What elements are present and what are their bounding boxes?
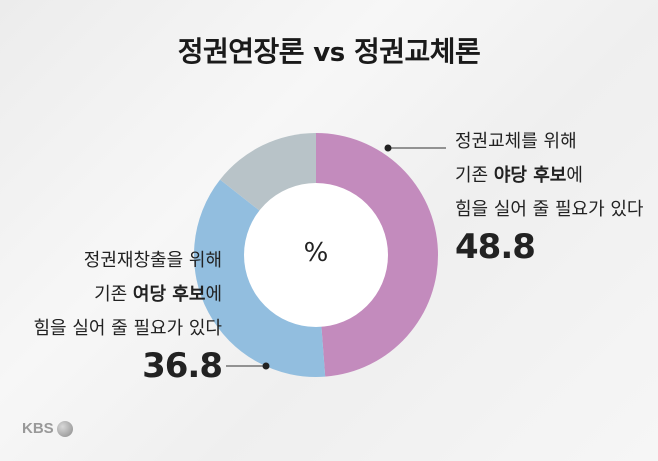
leader-dot-left <box>262 362 270 370</box>
title-left: 정권연장론 <box>177 35 305 68</box>
annotation-opposition-line2: 기존 야당 후보에 <box>455 159 644 193</box>
annotation-ruling-line2-strong: 여당 후보 <box>132 284 206 305</box>
annotation-opposition-line2-pre: 기존 <box>455 165 494 186</box>
annotation-ruling-line3: 힘을 실어 줄 필요가 있다 <box>33 318 223 339</box>
annotation-ruling-line2-pre: 기존 <box>94 284 133 305</box>
center-percent-label: % <box>303 238 329 268</box>
leader-dot-right <box>384 144 392 152</box>
donut-hole <box>244 183 388 327</box>
leader-line-right <box>384 144 446 152</box>
annotation-ruling: 정권재창출을 위해 기존 여당 후보에 힘을 실어 줄 필요가 있다 36.8 <box>34 244 223 386</box>
logo-orb-icon <box>56 420 73 437</box>
annotation-opposition-line2-strong: 야당 후보 <box>493 165 567 186</box>
annotation-opposition-value: 48.8 <box>455 227 536 267</box>
annotation-opposition-line3: 힘을 실어 줄 필요가 있다 <box>455 199 644 220</box>
logo-text: KBS <box>22 420 54 437</box>
title-right: 정권교체론 <box>353 35 481 68</box>
annotation-opposition-line2-post: 에 <box>566 165 583 186</box>
annotation-ruling-line2: 기존 여당 후보에 <box>34 278 222 312</box>
annotation-opposition: 정권교체를 위해 기존 야당 후보에 힘을 실어 줄 필요가 있다 48.8 <box>455 125 644 267</box>
kbs-logo: KBS <box>22 420 73 437</box>
title-vs: vs <box>313 38 345 68</box>
annotation-ruling-value: 36.8 <box>142 346 223 386</box>
annotation-opposition-line1: 정권교체를 위해 <box>455 131 577 152</box>
annotation-ruling-line2-post: 에 <box>205 284 222 305</box>
chart-title: 정권연장론 vs 정권교체론 <box>0 30 658 70</box>
annotation-ruling-line1: 정권재창출을 위해 <box>83 250 222 271</box>
leader-line-left <box>226 362 270 370</box>
